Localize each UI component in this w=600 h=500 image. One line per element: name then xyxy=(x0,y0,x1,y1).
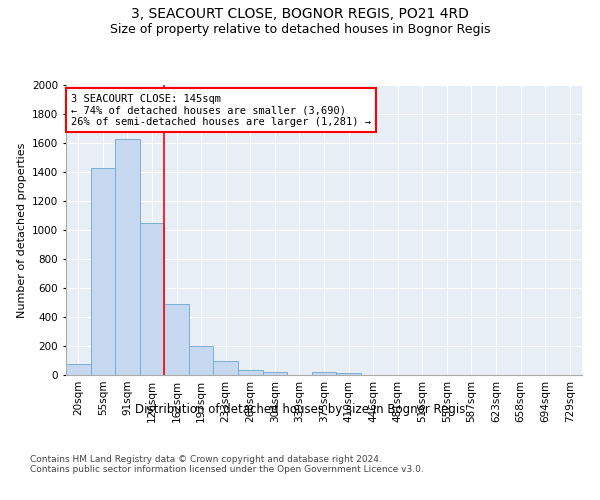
Bar xyxy=(238,370,263,375)
Bar xyxy=(263,372,287,375)
Bar xyxy=(336,373,361,375)
Bar xyxy=(214,360,238,375)
Bar xyxy=(189,346,214,375)
Text: Size of property relative to detached houses in Bognor Regis: Size of property relative to detached ho… xyxy=(110,22,490,36)
Text: 3 SEACOURT CLOSE: 145sqm
← 74% of detached houses are smaller (3,690)
26% of sem: 3 SEACOURT CLOSE: 145sqm ← 74% of detach… xyxy=(71,94,371,127)
Y-axis label: Number of detached properties: Number of detached properties xyxy=(17,142,26,318)
Bar xyxy=(312,372,336,375)
Bar xyxy=(164,304,189,375)
Bar xyxy=(115,140,140,375)
Text: 3, SEACOURT CLOSE, BOGNOR REGIS, PO21 4RD: 3, SEACOURT CLOSE, BOGNOR REGIS, PO21 4R… xyxy=(131,8,469,22)
Text: Contains HM Land Registry data © Crown copyright and database right 2024.
Contai: Contains HM Land Registry data © Crown c… xyxy=(30,455,424,474)
Bar xyxy=(91,168,115,375)
Bar xyxy=(66,364,91,375)
Bar xyxy=(140,223,164,375)
Text: Distribution of detached houses by size in Bognor Regis: Distribution of detached houses by size … xyxy=(135,402,465,415)
